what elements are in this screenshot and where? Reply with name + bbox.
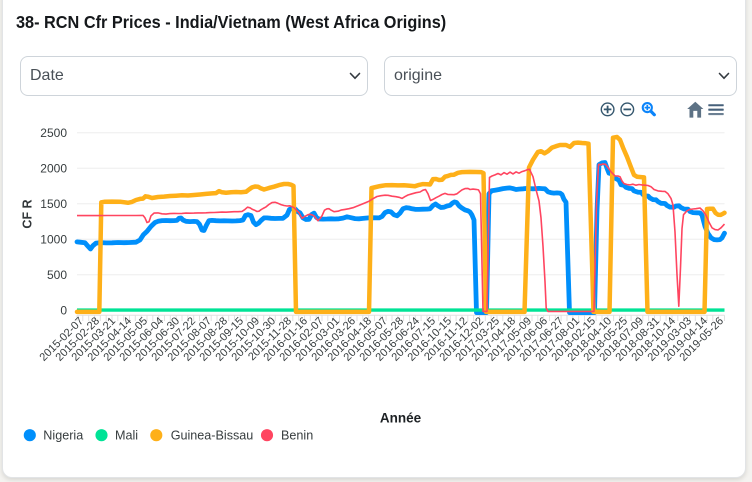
svg-text:Guinea-Bissau: Guinea-Bissau [171, 428, 254, 442]
svg-text:Nigeria: Nigeria [43, 428, 83, 442]
svg-text:Année: Année [380, 410, 422, 425]
svg-text:1000: 1000 [40, 232, 67, 246]
svg-text:0: 0 [60, 303, 67, 317]
svg-text:1500: 1500 [40, 197, 67, 211]
svg-text:2000: 2000 [40, 161, 67, 175]
svg-text:Benin: Benin [281, 428, 313, 442]
svg-text:2500: 2500 [40, 126, 67, 140]
svg-text:CF R: CF R [21, 199, 35, 228]
svg-text:500: 500 [47, 268, 67, 282]
svg-text:Mali: Mali [115, 428, 138, 442]
